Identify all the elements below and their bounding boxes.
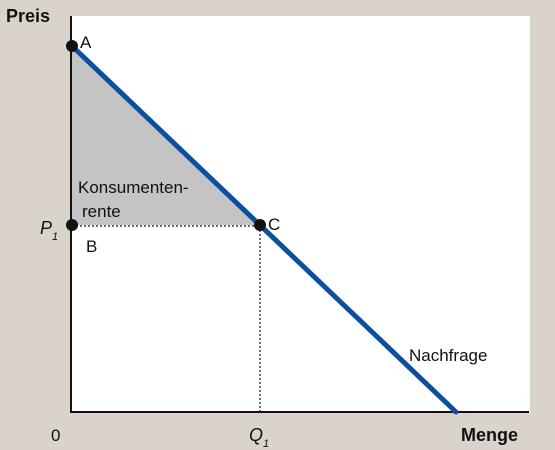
y-axis-label: Preis bbox=[6, 6, 50, 26]
point-c bbox=[254, 219, 266, 231]
point-a-label: A bbox=[80, 33, 92, 52]
quantity-label: Q1 bbox=[249, 425, 269, 450]
price-subscript: 1 bbox=[52, 231, 58, 243]
consumer-surplus-label-line2: rente bbox=[82, 202, 121, 221]
quantity-subscript: 1 bbox=[263, 438, 269, 450]
point-b bbox=[66, 219, 78, 231]
point-a bbox=[66, 40, 78, 52]
origin-label: 0 bbox=[51, 426, 60, 445]
x-axis-label: Menge bbox=[461, 425, 518, 445]
consumer-surplus-label-line1: Konsumenten- bbox=[78, 178, 189, 197]
point-b-label: B bbox=[86, 237, 97, 256]
point-c-label: C bbox=[268, 215, 280, 234]
demand-curve-label: Nachfrage bbox=[409, 346, 487, 365]
price-label: P1 bbox=[40, 218, 58, 243]
